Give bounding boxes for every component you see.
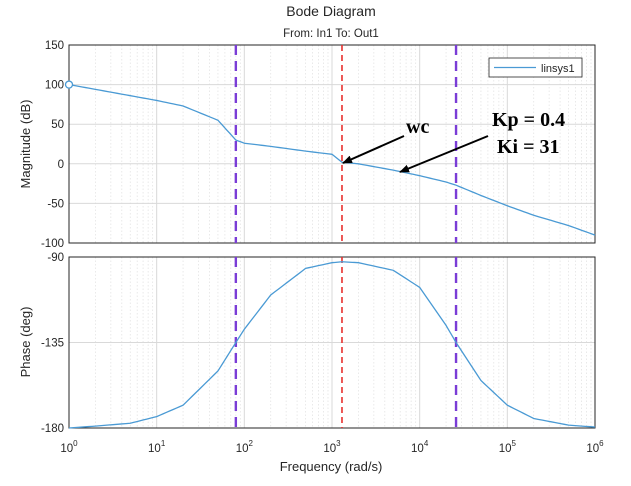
magnitude-y-tick-label: 50	[51, 119, 64, 131]
x-tick-label: 102	[236, 439, 254, 455]
magnitude-start-marker	[64, 80, 74, 89]
chart-title: Bode Diagram	[286, 3, 376, 19]
x-tick-label: 104	[411, 439, 429, 455]
x-tick-label: 103	[323, 439, 341, 455]
x-tick-label: 101	[148, 439, 166, 455]
x-tick-label: 106	[586, 439, 604, 455]
x-axis-label: Frequency (rad/s)	[280, 459, 383, 474]
phase-y-tick-label: -135	[41, 338, 64, 350]
magnitude-y-ticks: 150 100 50 0 -50 -100	[41, 40, 64, 250]
wc-arrow	[342, 135, 405, 164]
annotation-wc: wc	[406, 116, 429, 138]
phase-y-tick-label: -90	[47, 252, 64, 264]
legend: linsys1	[488, 57, 583, 78]
phase-y-ticks: -90 -135 -180	[41, 252, 64, 435]
annotation-kp: Kp = 0.4	[492, 109, 565, 131]
x-tick-label: 105	[499, 439, 517, 455]
magnitude-markers	[234, 45, 458, 243]
magnitude-y-tick-label: 0	[58, 159, 64, 171]
magnitude-series-line	[68, 83, 596, 236]
phase-y-tick-label: -180	[41, 423, 64, 435]
phase-grid	[69, 257, 595, 428]
magnitude-y-tick-label: 150	[45, 40, 64, 52]
legend-label: linsys1	[541, 63, 575, 75]
x-tick-label: 100	[60, 439, 78, 455]
magnitude-grid	[69, 45, 595, 243]
magnitude-y-tick-label: 100	[45, 80, 64, 92]
phase-axes-border	[68, 256, 596, 429]
annotation-ki: Ki = 31	[497, 136, 560, 158]
magnitude-y-tick-label: -100	[41, 238, 64, 250]
magnitude-y-tick-label: -50	[47, 198, 64, 210]
x-axis-ticks: 100 101 102 103 104 105 106	[60, 439, 604, 455]
phase-y-label: Phase (deg)	[18, 307, 33, 378]
chart-subtitle: From: In1 To: Out1	[283, 28, 379, 40]
annotations: wc Kp = 0.4 Ki = 31	[342, 109, 565, 173]
magnitude-axes-border	[68, 44, 596, 244]
phase-series-line	[68, 261, 596, 429]
kp-ki-arrow	[399, 135, 489, 173]
magnitude-y-label: Magnitude (dB)	[18, 100, 33, 189]
